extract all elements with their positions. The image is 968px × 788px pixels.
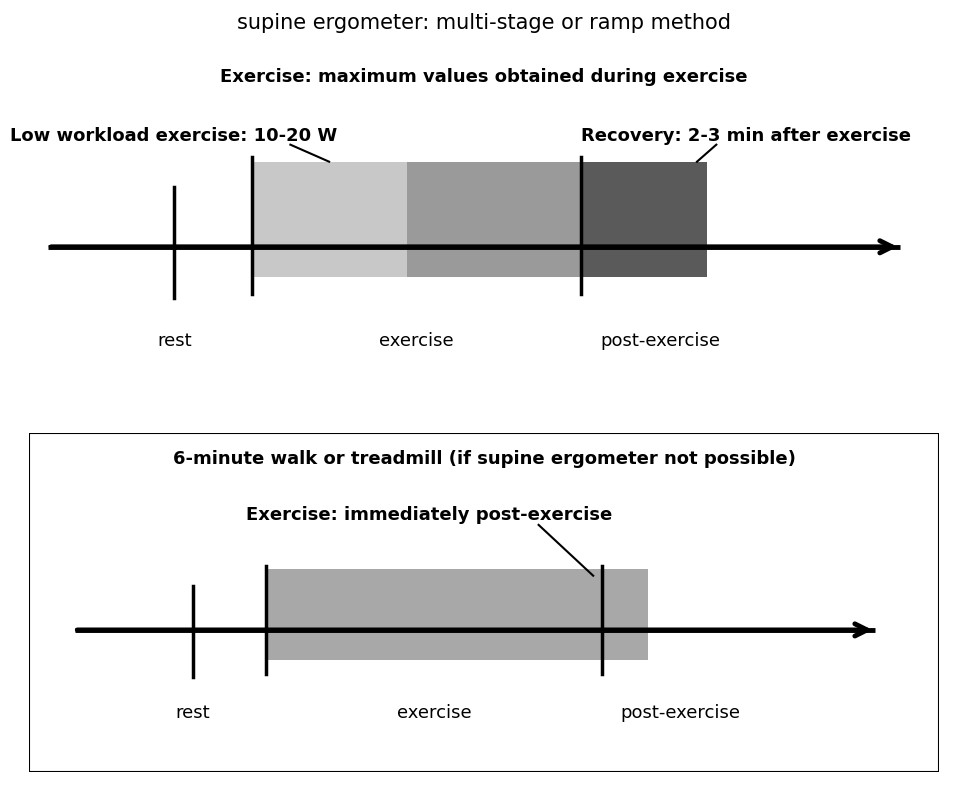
Text: rest: rest: [157, 332, 192, 350]
Text: exercise: exercise: [378, 332, 454, 350]
Bar: [407, 162, 581, 277]
Text: post-exercise: post-exercise: [620, 704, 741, 723]
Text: 6-minute walk or treadmill (if supine ergometer not possible): 6-minute walk or treadmill (if supine er…: [172, 451, 796, 468]
Bar: [265, 569, 648, 660]
Text: Exercise: immediately post-exercise: Exercise: immediately post-exercise: [246, 506, 613, 524]
Bar: [581, 162, 707, 277]
Bar: [252, 162, 407, 277]
Text: supine ergometer: multi-stage or ramp method: supine ergometer: multi-stage or ramp me…: [237, 13, 731, 33]
Text: rest: rest: [175, 704, 210, 723]
Text: Recovery: 2-3 min after exercise: Recovery: 2-3 min after exercise: [581, 127, 911, 145]
Text: Low workload exercise: 10-20 W: Low workload exercise: 10-20 W: [10, 127, 337, 145]
Text: Exercise: maximum values obtained during exercise: Exercise: maximum values obtained during…: [221, 68, 747, 86]
Text: post-exercise: post-exercise: [600, 332, 720, 350]
Text: exercise: exercise: [397, 704, 471, 723]
